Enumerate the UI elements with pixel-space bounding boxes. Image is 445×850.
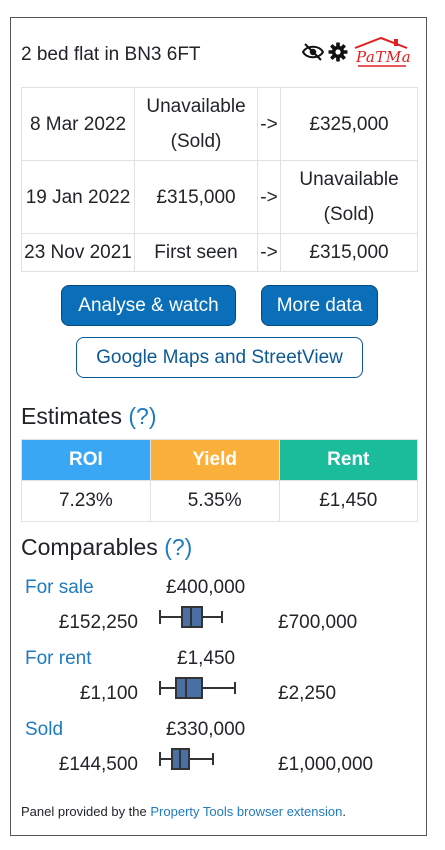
comparable-max: £1,000,000 (278, 754, 374, 775)
yield-header: Yield (149, 439, 280, 481)
table-row: 19 Jan 2022 £315,000 -> Unavailable (Sold… (21, 160, 418, 234)
comparable-min: £144,500 (58, 754, 138, 775)
more-data-button[interactable]: More data (261, 285, 378, 326)
history-from: First seen (134, 233, 258, 272)
history-arrow: -> (257, 160, 281, 234)
estimates-heading: Estimates (?) (21, 403, 157, 429)
estimates-help-link[interactable]: (?) (128, 403, 157, 429)
property-panel (10, 17, 427, 836)
rent-header: Rent (278, 439, 419, 481)
table-row: 8 Mar 2022 Unavailable (Sold) -> £325,000 (21, 87, 418, 161)
boxplot-for-rent (159, 677, 236, 699)
history-arrow: -> (257, 233, 281, 272)
history-date: 23 Nov 2021 (21, 233, 135, 272)
table-row: 23 Nov 2021 First seen -> £315,000 (21, 233, 418, 272)
footer-text: Panel provided by the Property Tools bro… (21, 804, 346, 819)
comparable-label-sold[interactable]: Sold (25, 719, 64, 740)
yield-value: 5.35% (149, 480, 280, 522)
history-to: £325,000 (280, 87, 418, 161)
comparable-max: £2,250 (278, 683, 337, 704)
comparables-heading: Comparables (?) (21, 534, 193, 560)
header-icons: PaTMa (302, 36, 412, 68)
rent-value: £1,450 (278, 480, 419, 522)
history-from: Unavailable (Sold) (134, 87, 258, 161)
comparable-max: £700,000 (278, 612, 358, 633)
boxplot-for-sale (159, 606, 223, 628)
history-from: £315,000 (134, 160, 258, 234)
roi-header: ROI (21, 439, 151, 481)
history-to: £315,000 (280, 233, 418, 272)
boxplot-sold (159, 748, 214, 770)
comparable-min: £1,100 (79, 683, 138, 704)
hide-icon[interactable] (302, 43, 324, 61)
roi-value: 7.23% (21, 480, 151, 522)
comparable-label-for-rent[interactable]: For rent (25, 648, 92, 669)
history-date: 19 Jan 2022 (21, 160, 135, 234)
property-tools-link[interactable]: Property Tools browser extension (150, 804, 343, 819)
property-title: 2 bed flat in BN3 6FT (21, 44, 201, 65)
comparable-median: £400,000 (166, 577, 246, 598)
history-arrow: -> (257, 87, 281, 161)
comparable-label-for-sale[interactable]: For sale (25, 577, 94, 598)
google-maps-button[interactable]: Google Maps and StreetView (76, 337, 363, 378)
comparable-median: £330,000 (166, 719, 246, 740)
history-date: 8 Mar 2022 (21, 87, 135, 161)
comparables-help-link[interactable]: (?) (164, 534, 193, 560)
comparable-min: £152,250 (58, 612, 138, 633)
price-history-table: 8 Mar 2022 Unavailable (Sold) -> £325,000… (21, 87, 418, 272)
comparable-median: £1,450 (177, 648, 236, 669)
patma-logo[interactable]: PaTMa (352, 36, 412, 68)
estimates-table: ROI Yield Rent 7.23% 5.35% £1,450 (21, 439, 419, 522)
history-to: Unavailable (Sold) (280, 160, 418, 234)
analyse-watch-button[interactable]: Analyse & watch (61, 285, 236, 326)
gear-icon[interactable] (328, 42, 348, 62)
patma-logo-text: PaTMa (356, 48, 412, 66)
